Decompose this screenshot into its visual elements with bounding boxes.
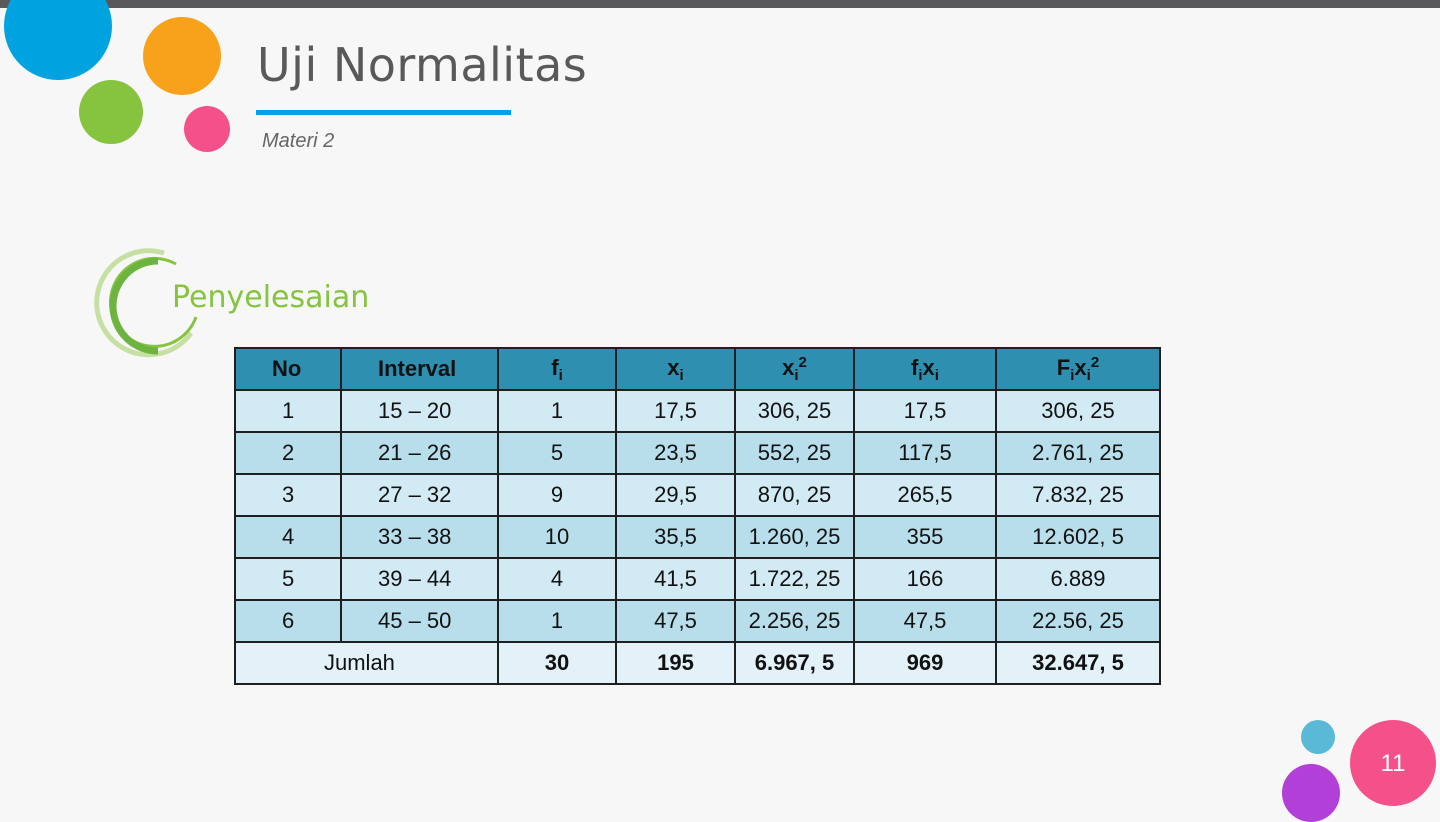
cell-fi-xi: 117,5 — [853, 431, 997, 475]
table-row: 1 15 – 20 1 17,5 306, 25 17,5 306, 25 — [234, 389, 1161, 433]
cell-xi: 23,5 — [615, 431, 736, 475]
slide-title: Uji Normalitas — [257, 38, 588, 92]
cell-fi: 1 — [497, 599, 617, 643]
header-fi: fi — [497, 347, 617, 391]
cell-no: 3 — [234, 473, 342, 517]
header-xi: xi — [615, 347, 736, 391]
page-number: 11 — [1380, 750, 1406, 777]
section-title: Penyelesaian — [172, 280, 370, 315]
cell-fi-xi-squared: 22.56, 25 — [995, 599, 1161, 643]
section-ring-icon — [94, 248, 198, 358]
cell-fi: 5 — [497, 431, 617, 475]
total-fi: 30 — [497, 641, 617, 685]
cell-fi-xi-squared: 12.602, 5 — [995, 515, 1161, 559]
cell-fi-xi: 166 — [853, 557, 997, 601]
cell-interval: 45 – 50 — [340, 599, 499, 643]
cell-interval: 39 – 44 — [340, 557, 499, 601]
cell-interval: 27 – 32 — [340, 473, 499, 517]
table-total-row: Jumlah 30 195 6.967, 5 969 32.647, 5 — [234, 641, 1161, 685]
frequency-table: No Interval fi xi xi2 fixi Fixi2 1 15 – … — [234, 347, 1161, 685]
cell-xi-squared: 306, 25 — [734, 389, 855, 433]
page-number-circle — [1350, 720, 1436, 806]
pink-circle-decoration — [184, 106, 230, 152]
cell-fi: 10 — [497, 515, 617, 559]
table-header-row: No Interval fi xi xi2 fixi Fixi2 — [234, 347, 1161, 391]
slide-subtitle: Materi 2 — [262, 130, 335, 152]
cell-fi: 9 — [497, 473, 617, 517]
total-xi: 195 — [615, 641, 736, 685]
purple-circle-decoration — [1282, 764, 1340, 822]
total-label: Jumlah — [234, 641, 499, 685]
cell-interval: 33 – 38 — [340, 515, 499, 559]
cell-interval: 15 – 20 — [340, 389, 499, 433]
total-fi-xi-squared: 32.647, 5 — [995, 641, 1161, 685]
cell-no: 2 — [234, 431, 342, 475]
total-fi-xi: 969 — [853, 641, 997, 685]
header-fi-xi: fixi — [853, 347, 997, 391]
top-bar — [0, 0, 1440, 8]
cell-xi-squared: 552, 25 — [734, 431, 855, 475]
table-row: 2 21 – 26 5 23,5 552, 25 117,5 2.761, 25 — [234, 431, 1161, 475]
cell-xi-squared: 1.722, 25 — [734, 557, 855, 601]
table-row: 5 39 – 44 4 41,5 1.722, 25 166 6.889 — [234, 557, 1161, 601]
table-row: 3 27 – 32 9 29,5 870, 25 265,5 7.832, 25 — [234, 473, 1161, 517]
title-underline — [256, 110, 511, 115]
cell-xi: 17,5 — [615, 389, 736, 433]
cell-fi-xi-squared: 2.761, 25 — [995, 431, 1161, 475]
cell-no: 4 — [234, 515, 342, 559]
cell-xi: 47,5 — [615, 599, 736, 643]
header-no: No — [234, 347, 342, 391]
table-row: 4 33 – 38 10 35,5 1.260, 25 355 12.602, … — [234, 515, 1161, 559]
green-circle-decoration — [79, 80, 143, 144]
cell-xi-squared: 870, 25 — [734, 473, 855, 517]
cell-fi-xi-squared: 6.889 — [995, 557, 1161, 601]
cell-xi: 41,5 — [615, 557, 736, 601]
cell-fi: 4 — [497, 557, 617, 601]
orange-circle-decoration — [143, 17, 221, 95]
cell-fi-xi: 17,5 — [853, 389, 997, 433]
cell-xi: 35,5 — [615, 515, 736, 559]
table-row: 6 45 – 50 1 47,5 2.256, 25 47,5 22.56, 2… — [234, 599, 1161, 643]
blue-circle-decoration — [4, 0, 112, 80]
header-xi-squared: xi2 — [734, 347, 855, 391]
cell-fi-xi: 265,5 — [853, 473, 997, 517]
cell-xi-squared: 2.256, 25 — [734, 599, 855, 643]
cell-xi: 29,5 — [615, 473, 736, 517]
total-xi-squared: 6.967, 5 — [734, 641, 855, 685]
cell-fi-xi: 47,5 — [853, 599, 997, 643]
cell-interval: 21 – 26 — [340, 431, 499, 475]
cell-fi-xi-squared: 7.832, 25 — [995, 473, 1161, 517]
header-fi-xi-squared: Fixi2 — [995, 347, 1161, 391]
header-interval: Interval — [340, 347, 499, 391]
cell-no: 1 — [234, 389, 342, 433]
cell-no: 5 — [234, 557, 342, 601]
cell-fi-xi-squared: 306, 25 — [995, 389, 1161, 433]
cell-fi-xi: 355 — [853, 515, 997, 559]
cell-no: 6 — [234, 599, 342, 643]
cell-fi: 1 — [497, 389, 617, 433]
cell-xi-squared: 1.260, 25 — [734, 515, 855, 559]
teal-circle-decoration — [1301, 720, 1335, 754]
